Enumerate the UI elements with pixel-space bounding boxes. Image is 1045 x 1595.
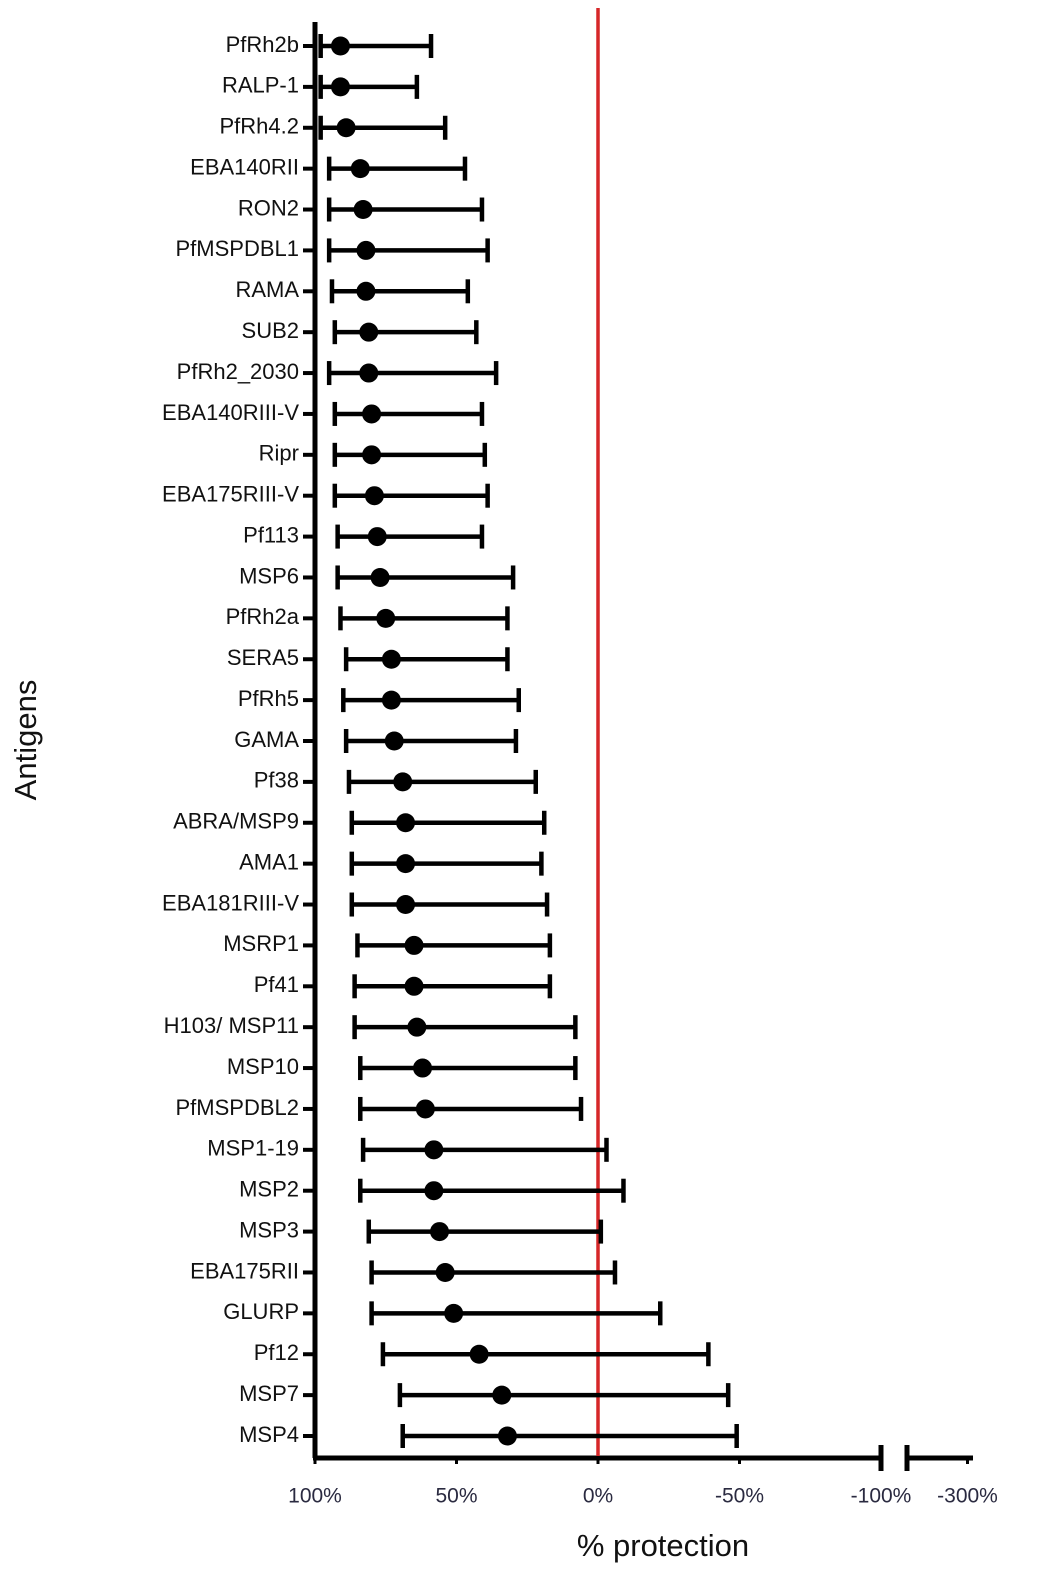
y-tick-label: PfRh2a [226, 604, 300, 629]
point [370, 567, 390, 587]
y-tick-label: MSP3 [239, 1217, 299, 1242]
point [492, 1385, 512, 1405]
y-tick-label: RAMA [235, 277, 299, 302]
point [330, 36, 350, 56]
point [381, 649, 401, 669]
point [353, 200, 373, 220]
y-tick-label: PfMSPDBL2 [176, 1095, 300, 1120]
y-tick-label: GAMA [234, 727, 299, 752]
point [396, 895, 416, 915]
point [336, 118, 356, 138]
y-tick-label: PfMSPDBL1 [176, 236, 300, 261]
y-tick-label: SERA5 [227, 645, 299, 670]
point [396, 813, 416, 833]
y-tick-label: MSP4 [239, 1422, 299, 1447]
point [359, 363, 379, 383]
y-tick-label: RON2 [238, 195, 299, 220]
point [396, 854, 416, 874]
y-tick-label: PfRh5 [238, 686, 299, 711]
point [350, 159, 370, 179]
y-tick-label: MSP7 [239, 1381, 299, 1406]
y-tick-label: MSP1-19 [207, 1136, 299, 1161]
y-tick-label: MSRP1 [223, 931, 299, 956]
point [356, 240, 376, 260]
point [362, 404, 382, 424]
x-tick-label: -50% [715, 1485, 764, 1508]
y-tick-label: EBA175RIII-V [162, 482, 299, 507]
point [497, 1426, 517, 1446]
point [359, 322, 379, 342]
x-axis-title: % protection [577, 1528, 749, 1563]
point [381, 690, 401, 710]
y-tick-label: H103/ MSP11 [164, 1013, 299, 1038]
y-tick-label: AMA1 [239, 849, 299, 874]
point [362, 445, 382, 465]
y-tick-label: PfRh2_2030 [177, 359, 299, 384]
x-tick-label: -100% [851, 1485, 912, 1508]
y-tick-label: Pf41 [254, 972, 299, 997]
point [356, 281, 376, 301]
y-tick-label: PfRh2b [226, 32, 299, 57]
y-tick-label: Pf113 [243, 522, 299, 547]
y-tick-label: SUB2 [242, 318, 299, 343]
point [469, 1344, 489, 1364]
point [413, 1058, 433, 1078]
point [367, 527, 387, 547]
point [330, 77, 350, 97]
point [415, 1099, 435, 1119]
y-tick-label: Pf12 [254, 1340, 299, 1365]
point [404, 976, 424, 996]
point [376, 608, 396, 628]
y-tick-label: RALP-1 [222, 73, 299, 98]
point [435, 1262, 455, 1282]
point [424, 1181, 444, 1201]
y-axis-title: Antigens [8, 680, 43, 801]
y-tick-label: Ripr [259, 441, 299, 466]
x-tick-label: 0% [583, 1485, 613, 1508]
y-tick-label: EBA140RII [190, 154, 299, 179]
y-tick-label: PfRh4.2 [220, 114, 300, 139]
x-tick-label: 50% [435, 1485, 477, 1508]
point [407, 1017, 427, 1037]
y-tick-label: Pf38 [254, 768, 299, 793]
y-tick-label: MSP2 [239, 1177, 299, 1202]
point [430, 1222, 450, 1242]
y-tick-label: ABRA/MSP9 [173, 809, 299, 834]
y-tick-label: GLURP [223, 1299, 299, 1324]
point [364, 486, 384, 506]
point [404, 935, 424, 955]
point [393, 772, 413, 792]
y-tick-label: MSP6 [239, 563, 299, 588]
x-tick-label: 100% [288, 1485, 342, 1508]
y-tick-label: EBA140RIII-V [162, 400, 299, 425]
y-tick-label: MSP10 [227, 1054, 299, 1079]
x-tick-label: -300% [937, 1485, 998, 1508]
point [384, 731, 404, 751]
y-tick-label: EBA181RIII-V [162, 890, 299, 915]
point [444, 1303, 464, 1323]
point [424, 1140, 444, 1160]
y-tick-label: EBA175RII [190, 1258, 299, 1283]
